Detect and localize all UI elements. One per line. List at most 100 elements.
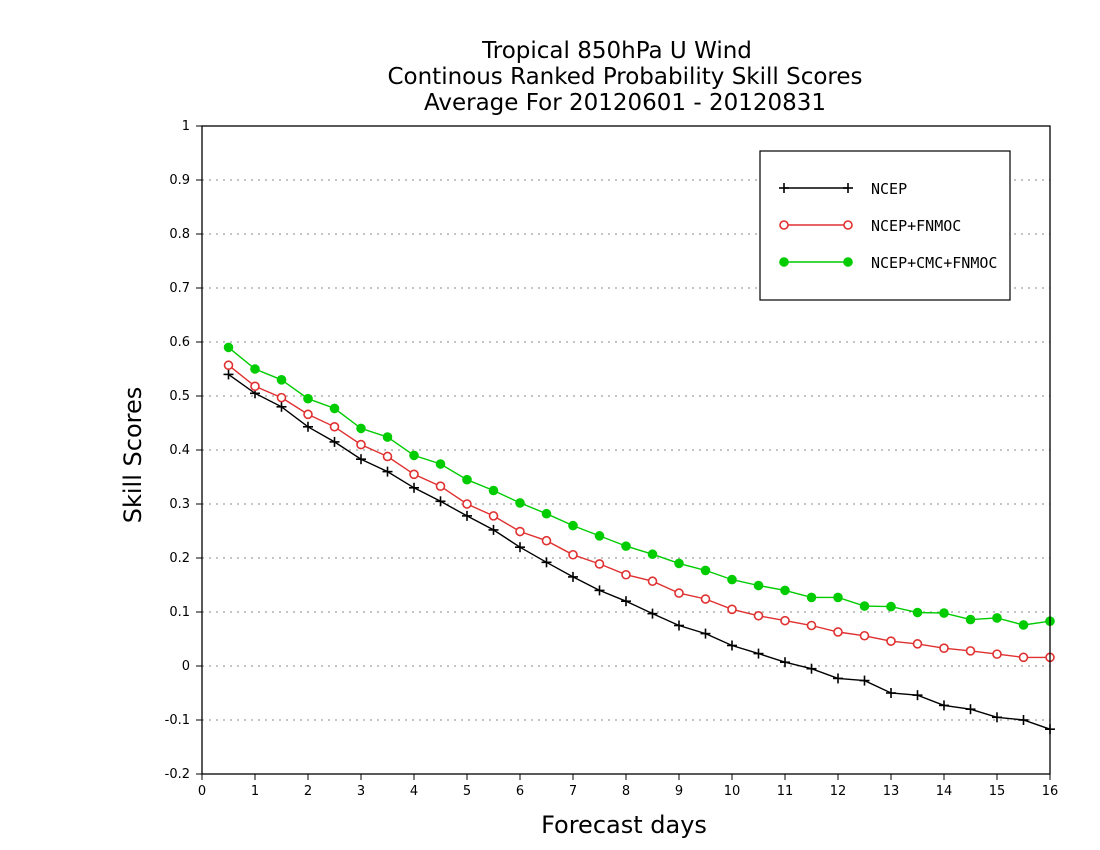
data-point xyxy=(223,369,234,380)
y-tick-label: 0.7 xyxy=(169,281,190,296)
series-line xyxy=(228,346,1051,626)
chart-title: Tropical 850hPa U Wind Continous Ranked … xyxy=(387,38,862,116)
data-point xyxy=(409,482,419,493)
data-point xyxy=(992,613,1002,623)
data-point xyxy=(568,549,578,560)
data-point xyxy=(859,675,870,686)
data-point xyxy=(674,558,684,569)
data-point xyxy=(515,498,525,508)
x-tick-label: 2 xyxy=(304,784,312,799)
data-point xyxy=(700,594,711,604)
data-point xyxy=(886,688,896,698)
data-point xyxy=(833,592,843,603)
data-point xyxy=(462,510,472,521)
data-point xyxy=(409,450,419,461)
data-point xyxy=(541,557,552,568)
data-point xyxy=(621,541,631,551)
data-point xyxy=(329,421,340,432)
data-point xyxy=(939,608,949,618)
data-point xyxy=(1018,620,1029,630)
x-axis-label: Forecast days xyxy=(541,811,707,839)
x-tick-label: 10 xyxy=(724,784,741,799)
legend-marker xyxy=(843,220,853,230)
y-tick-label: 0 xyxy=(182,659,190,674)
series-line xyxy=(228,373,1051,730)
y-tick-label: 0.2 xyxy=(169,551,190,566)
y-tick-label: 0.3 xyxy=(169,497,190,512)
data-point xyxy=(488,524,499,535)
y-tick-label: 0.9 xyxy=(169,173,190,188)
x-tick-label: 7 xyxy=(569,784,577,799)
data-point xyxy=(674,588,684,598)
data-point xyxy=(965,704,976,715)
data-point xyxy=(409,469,419,480)
legend-item-1: NCEP xyxy=(779,180,907,198)
data-point xyxy=(329,436,340,447)
data-point xyxy=(992,712,1002,723)
data-point xyxy=(965,646,976,656)
y-tick-label: -0.1 xyxy=(165,713,190,728)
y-tick-label: 1 xyxy=(182,119,190,134)
series-1 xyxy=(223,369,1055,735)
y-tick-label: 0.4 xyxy=(169,443,190,458)
x-tick-label: 0 xyxy=(198,784,206,799)
data-point xyxy=(647,576,658,587)
grid xyxy=(202,179,1050,721)
x-tick-label: 11 xyxy=(777,784,794,799)
data-point xyxy=(515,526,525,537)
data-point xyxy=(1018,652,1029,663)
data-point xyxy=(223,360,234,371)
data-point xyxy=(700,565,711,576)
data-point xyxy=(753,648,764,659)
plot-frame xyxy=(201,125,1051,775)
x-tick-label: 12 xyxy=(830,784,847,799)
data-point xyxy=(276,375,287,385)
data-point xyxy=(647,608,658,619)
y-axis-label: Skill Scores xyxy=(119,387,147,524)
data-point xyxy=(488,511,499,521)
legend-items: NCEP NCEP+FNMOC NCEP+CMC+FNMOC xyxy=(779,180,997,272)
data-point xyxy=(594,585,605,596)
legend-label: NCEP+CMC+FNMOC xyxy=(871,254,997,272)
data-point xyxy=(912,639,923,649)
legend-label: NCEP xyxy=(871,180,907,198)
series xyxy=(223,342,1055,735)
data-point xyxy=(435,496,446,507)
series-line xyxy=(228,364,1050,659)
data-point xyxy=(833,627,843,637)
data-point xyxy=(727,604,737,615)
x-tick-label: 16 xyxy=(1042,784,1059,799)
x-tick-label: 8 xyxy=(622,784,630,799)
x-tick-label: 1 xyxy=(251,784,259,799)
data-point xyxy=(753,580,764,591)
title-line-3: Average For 20120601 - 20120831 xyxy=(424,90,826,116)
data-point xyxy=(356,454,366,465)
data-point xyxy=(780,585,790,596)
data-point xyxy=(939,700,949,711)
data-point xyxy=(621,596,631,607)
tick-labels: -0.2-0.100.10.20.30.40.50.60.70.80.910 1 2… xyxy=(165,119,1059,799)
data-point xyxy=(382,451,393,462)
data-point xyxy=(859,630,870,641)
data-point xyxy=(886,601,896,612)
legend-marker xyxy=(779,220,789,230)
data-point xyxy=(753,610,764,621)
y-tick-label: 0.6 xyxy=(169,335,190,350)
data-point xyxy=(621,569,631,580)
series-2 xyxy=(223,360,1055,663)
data-point xyxy=(435,481,446,491)
data-point xyxy=(250,364,260,374)
data-point xyxy=(1018,715,1029,725)
data-point xyxy=(356,439,366,450)
legend-marker xyxy=(843,257,853,267)
x-tick-label: 5 xyxy=(463,784,471,799)
data-point xyxy=(912,607,923,618)
y-tick-label: 0.5 xyxy=(169,389,190,404)
axis-ticks xyxy=(196,125,1051,780)
x-tick-label: 13 xyxy=(883,784,900,799)
y-tick-label: 0.1 xyxy=(169,605,190,620)
data-point xyxy=(780,615,790,626)
data-point xyxy=(303,421,313,432)
legend: NCEP NCEP+FNMOC NCEP+CMC+FNMOC xyxy=(759,150,1011,301)
data-point xyxy=(276,401,287,412)
